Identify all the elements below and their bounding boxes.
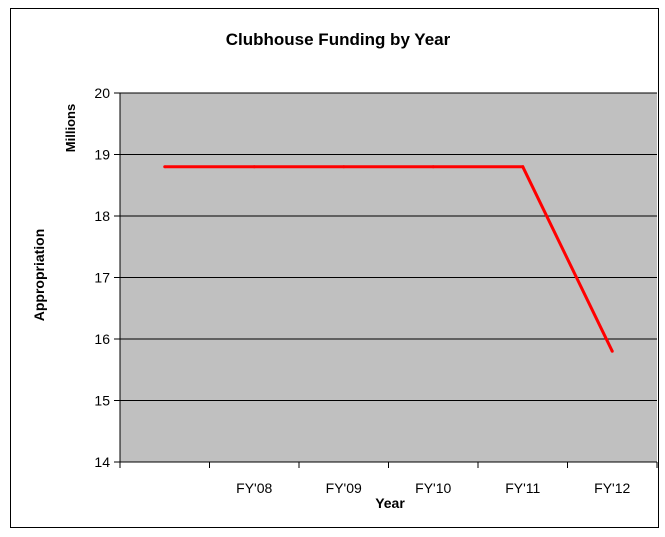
y-tick-label: 17 (94, 270, 110, 286)
y-tick-label: 19 (94, 147, 110, 163)
data-point (431, 165, 435, 169)
chart-title: Clubhouse Funding by Year (226, 30, 451, 49)
x-axis-title: Year (375, 495, 405, 511)
data-point (342, 165, 346, 169)
data-point (163, 165, 167, 169)
y-tick-label: 14 (94, 454, 110, 470)
series-line (164, 165, 614, 352)
y-tick-label: 18 (94, 208, 110, 224)
y-tick-label: 15 (94, 393, 110, 409)
x-tick-label: FY'10 (415, 480, 451, 496)
chart-frame: Clubhouse Funding by Year Millions Appro… (10, 8, 659, 528)
x-tick-label: FY'11 (505, 480, 540, 496)
x-tick-label: FY'08 (236, 480, 272, 496)
data-point (610, 349, 614, 353)
data-point (252, 165, 256, 169)
y-axis-title: Appropriation (31, 229, 47, 322)
x-tick-label: FY'09 (326, 480, 362, 496)
y-tick-label: 16 (94, 331, 110, 347)
y-tick-label: 20 (94, 85, 110, 101)
y-axis-units-label: Millions (63, 104, 78, 152)
line-chart: Clubhouse Funding by Year Millions Appro… (31, 30, 658, 511)
x-tick-label: FY'12 (594, 480, 630, 496)
data-point (521, 165, 525, 169)
